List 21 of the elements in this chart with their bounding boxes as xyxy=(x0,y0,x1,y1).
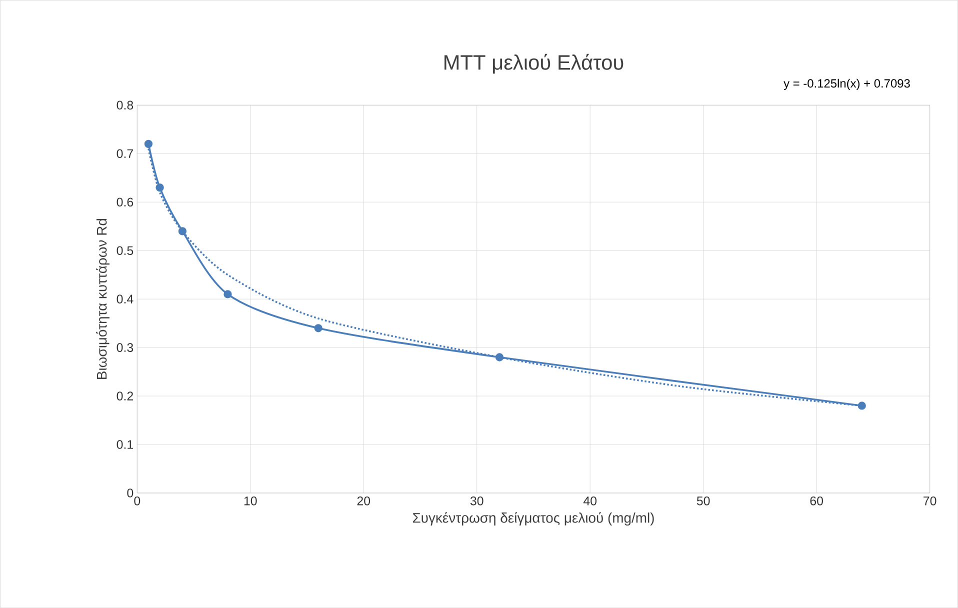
x-tick-label: 30 xyxy=(470,496,484,506)
x-tick-label: 50 xyxy=(696,496,710,506)
x-tick-label: 0 xyxy=(134,496,140,506)
y-tick-label: 0 xyxy=(127,488,134,498)
y-tick-label: 0.6 xyxy=(116,198,134,206)
x-tick-label: 20 xyxy=(357,496,370,506)
y-axis-title: Βιωσιμότητα κυττάρων Rd xyxy=(96,218,110,379)
y-tick-label: 0.7 xyxy=(116,149,133,158)
x-tick-label: 40 xyxy=(583,496,597,506)
y-tick-label: 0.3 xyxy=(116,343,134,352)
y-tick-label: 0.1 xyxy=(116,440,134,449)
y-tick-label: 0.8 xyxy=(116,100,134,110)
chart-title: MTT μελιού Ελάτου xyxy=(444,54,624,74)
y-tick-label: 0.2 xyxy=(116,392,133,400)
x-tick-label: 60 xyxy=(810,496,824,506)
x-tick-label: 10 xyxy=(244,496,257,506)
text: y = -0.125ln(x) + 0.7093 xyxy=(784,78,910,90)
x-tick-label: 70 xyxy=(924,496,936,506)
y-tick-label: 0.4 xyxy=(116,294,134,304)
y-tick-label: 0.5 xyxy=(116,246,134,255)
x-axis-title: Συγκέντρωση δείγματος μελιού (mg/ml) xyxy=(412,512,654,526)
